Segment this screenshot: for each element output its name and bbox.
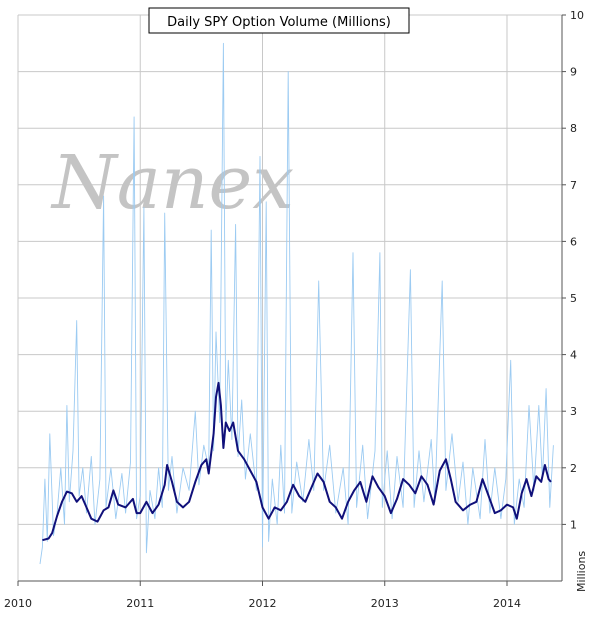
y-tick-label: 4 (570, 349, 577, 362)
x-tick-label: 2013 (371, 597, 399, 610)
y-tick-label: 2 (570, 462, 577, 475)
y-tick-label: 7 (570, 179, 577, 192)
chart-title: Daily SPY Option Volume (Millions) (167, 15, 391, 30)
chart-series-layer (39, 42, 554, 565)
y-tick-label: 9 (570, 66, 577, 79)
y-axis-label: Millions (575, 551, 588, 592)
nanex-watermark: Nanex (50, 140, 294, 226)
x-tick-labels: 2010 2011 2012 2013 2014 (4, 597, 521, 610)
chart-axes (17, 14, 566, 586)
y-tick-label: 6 (570, 235, 577, 248)
y-tick-label: 8 (570, 122, 577, 135)
daily-volume-line (39, 42, 554, 565)
average-volume-line (42, 381, 552, 542)
y-tick-labels: 1 2 3 4 5 6 7 8 9 10 (570, 9, 584, 531)
x-tick-label: 2012 (248, 597, 276, 610)
chart-title-box (148, 7, 410, 34)
x-tick-label: 2014 (493, 597, 521, 610)
x-tick-label: 2010 (4, 597, 32, 610)
x-tick-label: 2011 (126, 597, 154, 610)
y-tick-label: 10 (570, 9, 584, 22)
y-tick-label: 1 (570, 518, 577, 531)
y-tick-label: 5 (570, 292, 577, 305)
y-tick-label: 3 (570, 405, 577, 418)
